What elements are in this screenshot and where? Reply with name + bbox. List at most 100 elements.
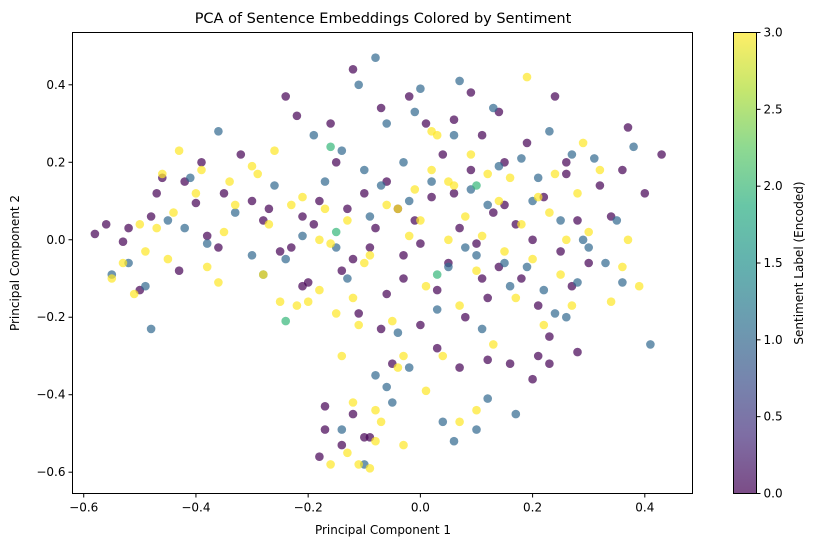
data-point-label-1 — [399, 158, 408, 167]
data-point-label-3 — [197, 165, 206, 175]
data-point-label-1 — [590, 154, 599, 163]
data-point-label-0 — [466, 165, 476, 175]
data-point-label-3 — [556, 270, 565, 279]
data-point-label-3 — [354, 320, 364, 330]
colorbar-tick-label: 1.0 — [764, 333, 783, 347]
data-point-label-3 — [399, 351, 408, 361]
data-point-label-1 — [393, 328, 403, 338]
colorbar-tick-label: 2.0 — [764, 179, 783, 193]
data-point-label-3 — [320, 204, 330, 214]
data-point-label-0 — [315, 452, 324, 462]
data-point-label-3 — [214, 278, 223, 287]
data-point-label-0 — [365, 243, 375, 252]
colorbar-label: Sentiment Label (Encoded) — [792, 181, 806, 344]
data-point-label-2 — [472, 181, 481, 190]
data-point-label-1 — [618, 278, 627, 287]
data-point-label-1 — [483, 200, 493, 210]
data-point-label-3 — [264, 220, 274, 229]
data-point-label-0 — [191, 198, 201, 208]
data-point-label-1 — [404, 196, 414, 206]
data-point-label-0 — [455, 223, 464, 233]
data-point-label-0 — [461, 312, 470, 322]
data-point-label-3 — [550, 169, 560, 179]
data-point-label-3 — [455, 417, 464, 427]
data-point-label-3 — [163, 254, 173, 264]
data-point-label-1 — [489, 103, 498, 113]
data-point-label-1 — [517, 154, 526, 163]
data-point-label-3 — [472, 405, 481, 415]
data-point-label-0 — [90, 229, 100, 239]
data-point-label-0 — [337, 266, 347, 276]
data-point-label-0 — [382, 289, 392, 299]
data-point-label-2 — [326, 142, 335, 152]
data-point-label-1 — [270, 181, 279, 190]
data-point-label-3 — [505, 173, 515, 183]
data-point-label-0 — [533, 351, 543, 361]
data-point-label-3 — [129, 289, 139, 299]
data-point-label-3 — [354, 460, 364, 469]
data-point-label-3 — [455, 301, 464, 310]
colorbar-gradient — [733, 32, 757, 494]
data-point-label-0 — [298, 281, 307, 291]
data-point-label-1 — [562, 312, 571, 322]
data-point-label-0 — [275, 247, 285, 256]
x-tick-label: −0.4 — [181, 501, 210, 515]
data-point-label-0 — [432, 285, 442, 295]
data-point-label-0 — [219, 189, 229, 198]
data-point-label-0 — [348, 65, 358, 74]
data-point-label-3 — [427, 165, 436, 175]
data-point-label-1 — [427, 177, 436, 186]
data-point-label-0 — [528, 235, 537, 245]
data-point-label-0 — [247, 196, 257, 206]
data-point-label-1 — [371, 53, 380, 62]
data-point-label-1 — [584, 243, 593, 252]
data-point-label-1 — [382, 382, 392, 392]
data-point-label-0 — [292, 111, 302, 121]
data-point-label-3 — [528, 254, 537, 264]
data-point-label-3 — [259, 270, 268, 279]
data-point-label-3 — [477, 231, 487, 241]
x-axis-ticks: −0.6 −0.4 −0.2 0.0 0.2 0.4 — [69, 493, 654, 515]
data-point-label-3 — [634, 281, 644, 291]
data-point-label-3 — [517, 220, 526, 229]
data-point-label-3 — [303, 297, 313, 307]
colorbar-tick-label: 3.0 — [764, 26, 783, 40]
data-point-label-0 — [528, 374, 537, 384]
data-point-label-1 — [438, 417, 448, 427]
data-point-label-3 — [365, 251, 375, 260]
data-point-label-3 — [444, 177, 453, 186]
data-point-label-0 — [550, 92, 560, 101]
data-point-label-3 — [360, 258, 369, 268]
data-point-label-0 — [573, 216, 582, 225]
data-point-label-0 — [449, 115, 459, 124]
data-point-label-3 — [141, 247, 150, 256]
data-point-label-1 — [354, 80, 364, 90]
data-point-label-0 — [309, 220, 319, 229]
data-point-label-3 — [202, 262, 212, 272]
data-point-label-3 — [461, 212, 470, 221]
data-point-label-3 — [494, 196, 504, 206]
data-point-label-0 — [545, 359, 554, 369]
data-point-label-0 — [371, 223, 380, 233]
data-point-label-0 — [348, 409, 358, 419]
data-point-label-3 — [500, 247, 509, 256]
data-point-label-0 — [326, 119, 335, 128]
data-point-label-3 — [466, 150, 476, 159]
data-point-label-1 — [511, 409, 521, 419]
data-point-label-1 — [281, 254, 291, 264]
data-point-label-3 — [382, 200, 392, 210]
chart-title: PCA of Sentence Embeddings Colored by Se… — [195, 11, 572, 27]
data-point-label-0 — [331, 158, 341, 167]
data-point-label-3 — [343, 216, 352, 225]
data-point-label-3 — [416, 216, 425, 225]
data-point-label-0 — [354, 309, 364, 318]
data-point-label-0 — [315, 196, 324, 206]
data-point-label-1 — [146, 324, 156, 334]
data-point-label-0 — [562, 169, 571, 179]
data-point-label-3 — [444, 235, 453, 245]
data-point-label-3 — [326, 239, 335, 248]
data-point-label-1 — [556, 216, 565, 225]
data-point-label-0 — [376, 324, 386, 334]
data-point-label-1 — [444, 262, 453, 272]
data-point-label-2 — [432, 270, 442, 279]
